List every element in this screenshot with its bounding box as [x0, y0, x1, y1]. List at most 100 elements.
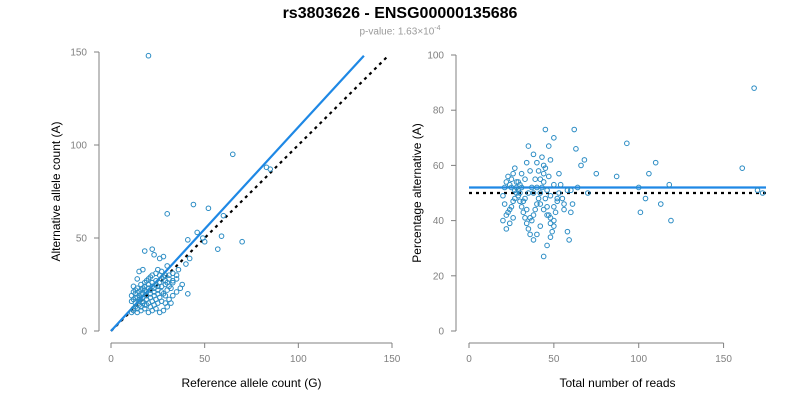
right-data-point: [508, 184, 515, 191]
right-data-point: [534, 231, 540, 238]
right-data-point: [537, 223, 544, 229]
p-value-exponent: -4: [434, 25, 441, 32]
right-y-tick-label: 100: [427, 51, 444, 62]
left-data-point: [239, 238, 245, 245]
right-data-point: [510, 198, 516, 205]
right-data-point: [528, 184, 535, 191]
left-data-point: [141, 248, 148, 254]
left-data-point: [134, 309, 141, 316]
left-data-point: [134, 285, 141, 292]
right-data-point: [542, 195, 549, 202]
right-data-point: [540, 170, 547, 177]
right-data-point: [585, 190, 591, 196]
right-data-point: [525, 143, 532, 149]
left-data-point: [185, 237, 191, 243]
left-y-tick-label: 50: [76, 234, 88, 245]
right-data-point: [642, 195, 649, 202]
chart-title: rs3803626 - ENSG00000135686: [282, 5, 518, 22]
left-data-point: [156, 272, 163, 279]
right-data-point: [556, 170, 562, 177]
right-data-point: [527, 215, 533, 221]
right-data-point: [754, 187, 761, 194]
right-data-point: [551, 204, 557, 210]
right-y-tick-label: 80: [433, 106, 445, 117]
right-data-point: [523, 206, 530, 213]
p-value-prefix: p-value: 1.63: [359, 26, 418, 38]
left-data-point: [145, 52, 152, 59]
left-data-point: [138, 281, 144, 288]
right-data-point: [657, 201, 664, 207]
left-data-point: [151, 251, 157, 258]
right-data-point: [539, 154, 545, 160]
right-data-point: [593, 170, 600, 177]
right-data-point: [635, 184, 642, 191]
right-data-point: [574, 184, 581, 191]
left-data-point: [164, 263, 170, 269]
right-data-point: [527, 168, 533, 174]
left-data-point: [186, 255, 193, 262]
right-data-point: [547, 215, 554, 221]
left-data-point: [173, 272, 180, 279]
right-data-point: [739, 165, 746, 171]
left-data-point: [149, 246, 156, 252]
left-data-point: [156, 309, 163, 316]
right-data-point: [506, 206, 513, 213]
right-data-point: [512, 165, 518, 171]
right-data-point: [518, 184, 525, 191]
right-data-point: [581, 157, 588, 163]
right-data-point: [503, 212, 510, 218]
left-data-point: [156, 255, 163, 262]
right-data-point: [522, 215, 528, 221]
left-data-point: [214, 246, 221, 252]
right-data-point: [544, 204, 550, 210]
left-x-tick-label: 0: [108, 354, 114, 365]
right-data-point: [551, 181, 557, 188]
right-data-point: [525, 226, 532, 232]
right-data-point: [559, 195, 566, 202]
right-data-point: [500, 217, 506, 224]
right-data-point: [637, 209, 644, 216]
chart-subtitle: p-value: 1.63×10-4: [0, 25, 800, 37]
right-x-axis-label: Total number of reads: [559, 376, 675, 390]
right-data-point: [552, 209, 559, 216]
right-data-point: [613, 173, 620, 180]
left-x-tick-label: 100: [290, 354, 307, 365]
right-data-point: [571, 126, 578, 133]
right-x-tick-label: 0: [466, 354, 472, 365]
left-y-tick-label: 100: [70, 141, 87, 152]
right-data-point: [540, 206, 547, 213]
right-data-point: [554, 195, 561, 202]
right-data-point: [535, 168, 542, 174]
right-data-point: [530, 237, 537, 243]
right-data-point: [518, 170, 525, 177]
right-data-point: [549, 228, 555, 235]
right-data-point: [532, 176, 538, 182]
left-data-point: [229, 151, 236, 158]
right-data-point: [557, 181, 564, 188]
right-data-point: [506, 220, 513, 227]
right-data-point: [646, 170, 652, 177]
right-data-point: [517, 181, 523, 188]
right-data-point: [512, 195, 518, 202]
right-data-point: [547, 220, 554, 227]
right-data-point: [500, 192, 506, 199]
right-data-point: [517, 190, 523, 196]
right-data-point: [530, 151, 537, 158]
right-data-point: [545, 212, 552, 218]
right-data-point: [530, 212, 537, 218]
right-data-point: [537, 201, 544, 207]
right-data-point: [535, 195, 542, 202]
right-data-point: [668, 217, 674, 224]
right-data-point: [510, 170, 516, 177]
left-data-point: [164, 279, 170, 286]
right-data-point: [540, 179, 547, 185]
left-data-point: [170, 279, 176, 286]
left-data-point: [220, 212, 227, 219]
left-data-point: [168, 300, 174, 306]
right-y-tick-label: 0: [438, 327, 444, 338]
right-x-tick-label: 150: [715, 354, 732, 365]
right-data-point: [759, 190, 766, 196]
right-data-point: [569, 201, 576, 207]
